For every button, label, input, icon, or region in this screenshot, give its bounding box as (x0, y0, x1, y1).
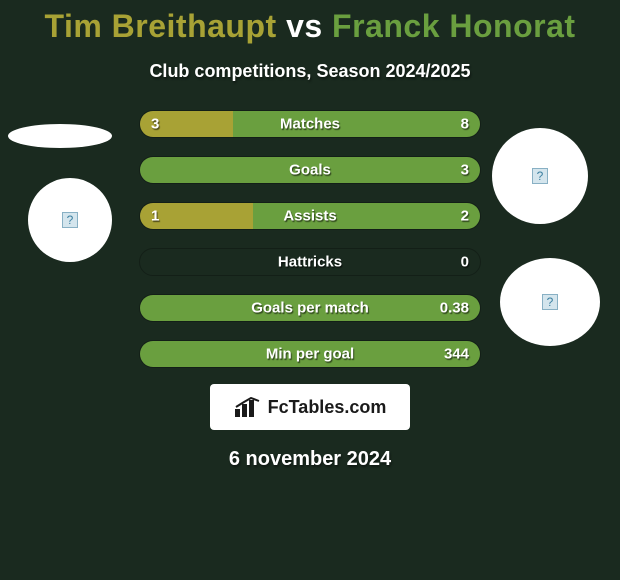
stat-row: Goals per match 0.38 (139, 294, 481, 322)
stat-label: Hattricks (278, 254, 342, 271)
title-vs: vs (286, 8, 323, 44)
stat-value-right: 0 (461, 254, 469, 271)
decor-circle: ? (28, 178, 112, 262)
player1-name: Tim Breithaupt (44, 8, 276, 44)
stat-label: Goals (289, 162, 331, 179)
stat-value-right: 8 (461, 116, 469, 133)
stat-label: Matches (280, 116, 340, 133)
subtitle: Club competitions, Season 2024/2025 (0, 61, 620, 82)
stat-value-right: 344 (444, 346, 469, 363)
stat-value-left: 1 (151, 208, 159, 225)
stat-row: 1 Assists 2 (139, 202, 481, 230)
stat-row: Hattricks 0 (139, 248, 481, 276)
stat-row: Goals 3 (139, 156, 481, 184)
date-text: 6 november 2024 (0, 448, 620, 471)
brand-icon (234, 397, 262, 417)
stat-label: Assists (283, 208, 336, 225)
brand-text: FcTables.com (268, 397, 387, 418)
stat-label: Goals per match (251, 300, 369, 317)
decor-circle: ? (492, 128, 588, 224)
decor-circle: ? (500, 258, 600, 346)
stat-value-right: 3 (461, 162, 469, 179)
stat-label: Min per goal (266, 346, 354, 363)
stat-row: Min per goal 344 (139, 340, 481, 368)
player2-name: Franck Honorat (332, 8, 575, 44)
stat-row: 3 Matches 8 (139, 110, 481, 138)
stat-value-right: 0.38 (440, 300, 469, 317)
stat-value-left: 3 (151, 116, 159, 133)
brand-box: FcTables.com (210, 384, 410, 430)
placeholder-icon: ? (532, 168, 548, 184)
stat-value-right: 2 (461, 208, 469, 225)
bar-right-fill (233, 111, 480, 137)
placeholder-icon: ? (542, 294, 558, 310)
stats-bars: 3 Matches 8 Goals 3 1 Assists 2 Hattricks 0 Goals … (139, 110, 481, 368)
page-title: Tim Breithaupt vs Franck Honorat (0, 0, 620, 45)
placeholder-icon: ? (62, 212, 78, 228)
decor-circle (8, 124, 112, 148)
